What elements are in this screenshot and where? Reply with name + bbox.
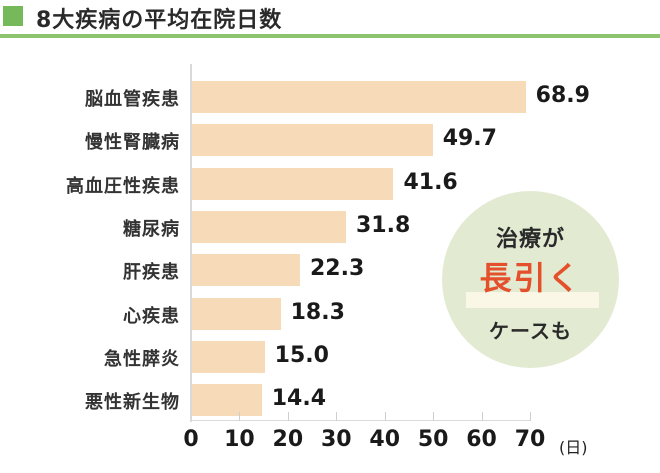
x-tick	[287, 412, 289, 421]
x-tick-label: 0	[183, 427, 199, 452]
callout-line-1: 治療が	[495, 227, 565, 252]
x-tick	[336, 412, 338, 421]
callout-highlight-band	[466, 292, 599, 308]
callout-badge: 治療が 長引く ケースも	[442, 191, 619, 368]
x-tick	[239, 412, 241, 421]
title-divider	[0, 34, 660, 38]
x-tick-label: 30	[320, 427, 352, 452]
chart-title: 8大疾病の平均在院日数	[36, 8, 283, 33]
x-tick-label: 20	[272, 427, 304, 452]
x-tick-label: 50	[417, 427, 449, 452]
category-label: 脳血管疾患	[85, 89, 180, 110]
chart-header: 8大疾病の平均在院日数	[0, 0, 660, 40]
title-marker-icon	[3, 6, 23, 26]
value-label: 49.7	[442, 126, 497, 152]
x-tick	[384, 412, 386, 421]
value-label: 68.9	[535, 83, 590, 108]
category-label: 肝疾患	[123, 262, 180, 284]
bar	[192, 210, 346, 243]
value-label: 22.3	[309, 256, 365, 282]
bar	[192, 124, 433, 157]
value-label: 15.0	[274, 342, 329, 368]
value-label: 18.3	[290, 299, 345, 325]
category-label: 心疾患	[123, 305, 180, 327]
callout-line-2: 長引く	[479, 259, 582, 297]
value-label: 31.8	[356, 212, 411, 238]
bar	[192, 340, 265, 373]
bar	[192, 167, 394, 200]
x-tick-label: 60	[466, 427, 497, 452]
x-tick	[530, 412, 531, 421]
x-tick-label: 10	[224, 427, 255, 452]
x-axis-line	[191, 420, 531, 421]
value-label: 14.4	[271, 386, 327, 412]
category-label: 急性膵炎	[104, 348, 180, 370]
x-tick-label: 40	[369, 427, 401, 452]
x-tick	[481, 412, 483, 421]
category-label: 悪性新生物	[85, 392, 180, 414]
category-label: 糖尿病	[123, 218, 180, 240]
category-label: 高血圧性疾患	[66, 175, 180, 197]
bar	[192, 254, 300, 287]
callout-line-3: ケースも	[489, 319, 572, 343]
bar	[192, 81, 526, 113]
category-label: 慢性腎臓病	[85, 132, 180, 154]
x-tick-label: 70	[514, 427, 546, 452]
x-axis-unit: (日)	[559, 438, 588, 457]
x-tick	[433, 412, 435, 421]
value-label: 41.6	[403, 169, 458, 195]
bar	[192, 384, 262, 417]
y-axis-line	[190, 64, 192, 422]
bar	[192, 297, 281, 330]
